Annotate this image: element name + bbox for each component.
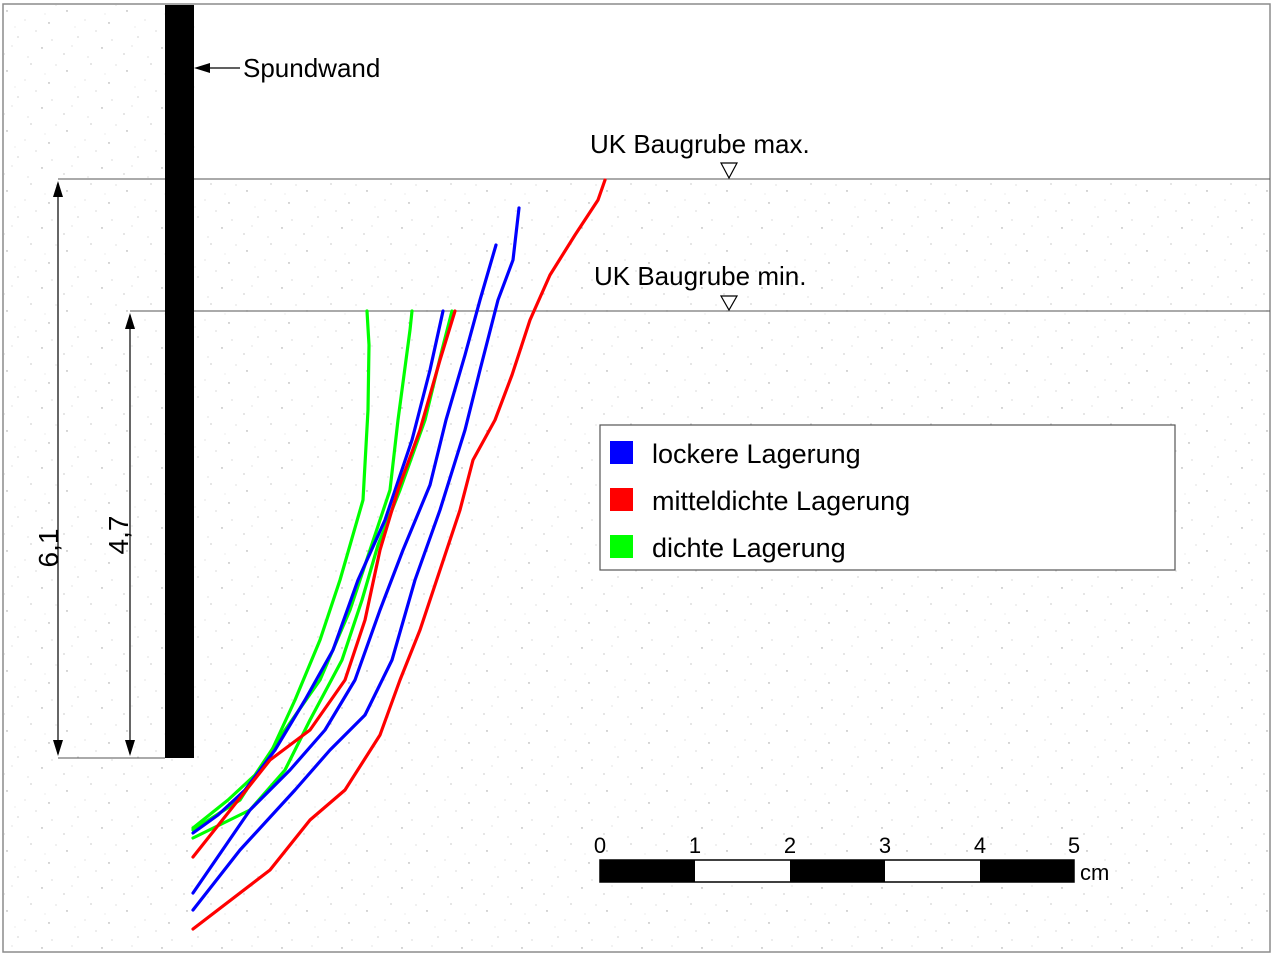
sheet-pile-wall xyxy=(165,5,194,758)
scale-tick-3: 3 xyxy=(879,833,891,858)
scale-tick-2: 2 xyxy=(784,833,796,858)
dimension-outer-label: 6,1 xyxy=(33,529,64,568)
legend-label-loose: lockere Lagerung xyxy=(652,439,861,469)
dimension-outer-arrow-bottom-icon xyxy=(53,740,63,756)
scale-bar-segment-1 xyxy=(600,860,695,882)
scale-unit-label: cm xyxy=(1080,860,1109,885)
failure-curves xyxy=(191,178,607,931)
legend-swatch-medium xyxy=(610,488,633,511)
level-max-label: UK Baugrube max. xyxy=(590,129,810,159)
legend: lockere Lagerung mitteldichte Lagerung d… xyxy=(599,424,1176,571)
failure-curve-medium-2 xyxy=(191,178,607,931)
legend-box xyxy=(599,424,1176,571)
failure-curve-loose-1 xyxy=(191,309,445,835)
excavation-area xyxy=(195,5,1269,179)
legend-swatch-loose xyxy=(610,441,633,464)
failure-curve-dense-2 xyxy=(191,309,414,830)
scale-tick-4: 4 xyxy=(974,833,986,858)
level-min-label: UK Baugrube min. xyxy=(594,261,806,291)
level-min-marker-icon xyxy=(719,295,739,312)
legend-label-medium: mitteldichte Lagerung xyxy=(652,486,910,516)
scale-bar: 0 1 2 3 4 5 cm xyxy=(594,833,1109,885)
dimension-outer-arrow-top-icon xyxy=(53,181,63,197)
dimension-inner-arrow-bottom-icon xyxy=(125,740,135,756)
scale-tick-0: 0 xyxy=(594,833,606,858)
scale-tick-5: 5 xyxy=(1068,833,1080,858)
failure-curve-medium-1 xyxy=(191,309,457,859)
wall-leader-arrow-icon xyxy=(194,63,210,73)
scale-bar-segment-3 xyxy=(790,860,885,882)
dimension-inner-arrow-top-icon xyxy=(125,313,135,329)
scale-bar-segment-5 xyxy=(980,860,1074,882)
legend-swatch-dense xyxy=(610,535,633,558)
scale-tick-1: 1 xyxy=(689,833,701,858)
legend-label-dense: dichte Lagerung xyxy=(652,533,846,563)
failure-curve-loose-2 xyxy=(191,243,498,895)
level-max-marker-icon xyxy=(720,162,738,180)
wall-label: Spundwand xyxy=(243,53,380,83)
dimension-inner-label: 4,7 xyxy=(103,516,134,555)
failure-curve-loose-3 xyxy=(191,206,521,912)
